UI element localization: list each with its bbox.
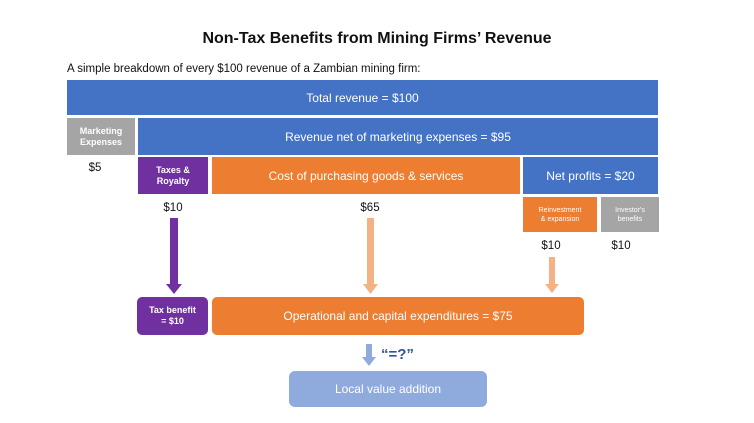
taxes-value: $10 (163, 202, 183, 214)
local-value-addition-box: Local value addition (289, 371, 487, 407)
revenue-net-marketing-box: Revenue net of marketing expenses = $95 (138, 118, 658, 155)
reinvestment-arrow (545, 257, 559, 293)
investors-value: $10 (611, 240, 631, 252)
cost-value: $65 (360, 202, 380, 214)
marketing-value: $5 (88, 162, 102, 174)
opex-box: Operational and capital expenditures = $… (212, 297, 584, 335)
local-value-arrow (362, 344, 376, 366)
taxes-royalty-box: Taxes & Royalty (138, 157, 208, 194)
tax-benefit-box: Tax benefit = $10 (137, 297, 208, 335)
taxes-arrow (166, 218, 182, 294)
total-revenue-box: Total revenue = $100 (67, 80, 658, 115)
diagram-title: Non-Tax Benefits from Mining Firms’ Reve… (202, 30, 552, 47)
investors-benefits-box: Investor's benefits (601, 197, 659, 232)
diagram-subtitle: A simple breakdown of every $100 revenue… (67, 63, 421, 75)
equals-question-label: “=?” (381, 346, 414, 363)
net-profits-box: Net profits = $20 (523, 157, 658, 194)
reinvestment-value: $10 (541, 240, 561, 252)
cost-purchasing-box: Cost of purchasing goods & services (212, 157, 520, 194)
reinvestment-box: Reinvestment & expansion (523, 197, 597, 232)
marketing-expenses-box: Marketing Expenses (67, 118, 135, 155)
cost-arrow (363, 218, 378, 294)
